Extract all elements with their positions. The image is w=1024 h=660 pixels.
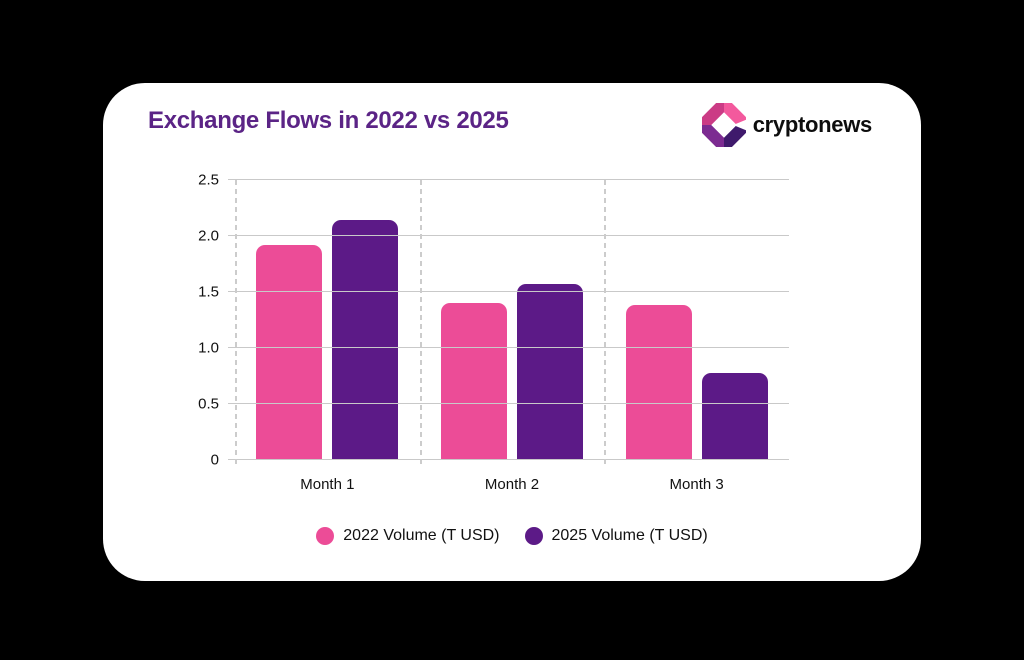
logo-segment-top-right [723, 103, 746, 125]
category-separator-line [419, 180, 422, 468]
bar [441, 303, 507, 460]
gridline [228, 403, 789, 404]
y-axis-tick-label: 0 [210, 451, 219, 469]
chart-title: Exchange Flows in 2022 vs 2025 [148, 107, 509, 134]
category-separator-line [604, 180, 607, 468]
bar [625, 305, 692, 460]
logo-wordmark: cryptonews [752, 112, 873, 137]
legend-label: 2022 Volume (T USD) [343, 527, 500, 544]
bar [332, 220, 399, 460]
bar-groups [235, 180, 789, 460]
y-axis-tick-label: 2.0 [198, 227, 219, 245]
cryptonews-logo-icon [701, 103, 746, 147]
bar [701, 372, 768, 460]
bar [517, 284, 583, 460]
plot-area: 0 0.5 1.0 1.5 2.0 2.5 [198, 172, 789, 469]
gridline [228, 179, 789, 180]
y-axis-tick-label: 1.5 [198, 283, 219, 301]
y-axis-tick-label: 1.0 [198, 339, 219, 357]
y-axis-tick-label: 2.5 [198, 171, 219, 189]
gridline [228, 459, 789, 460]
x-axis-labels: Month 1 Month 2 Month 3 [235, 476, 789, 496]
logo-segment-bottom-right [723, 125, 746, 147]
gridline [228, 291, 789, 292]
y-axis-tick-label: 0.5 [198, 395, 219, 413]
x-axis-label: Month 2 [484, 476, 540, 493]
logo-segment-bottom-left [701, 125, 724, 147]
x-axis-label: Month 1 [300, 476, 355, 493]
gridline [228, 235, 789, 236]
legend-item: 2022 Volume (T USD) [316, 527, 500, 545]
bar [256, 244, 323, 460]
cryptonews-logo: cryptonews [701, 103, 873, 147]
bar-group [604, 180, 789, 460]
chart-legend: 2022 Volume (T USD) 2025 Volume (T USD) [103, 527, 921, 545]
logo-notch [732, 119, 746, 131]
bar-group [235, 180, 420, 460]
bar-group [420, 180, 605, 460]
logo-segment-top-left [701, 103, 724, 125]
legend-color-dot [524, 527, 543, 545]
legend-color-dot [316, 527, 335, 545]
category-separator-line [235, 180, 237, 468]
legend-item: 2025 Volume (T USD) [524, 527, 708, 545]
chart-card: Exchange Flows in 2022 vs 2025 cryptonew… [103, 83, 921, 581]
gridline [228, 347, 789, 348]
x-axis-label: Month 3 [669, 476, 724, 493]
legend-label: 2025 Volume (T USD) [551, 527, 708, 544]
